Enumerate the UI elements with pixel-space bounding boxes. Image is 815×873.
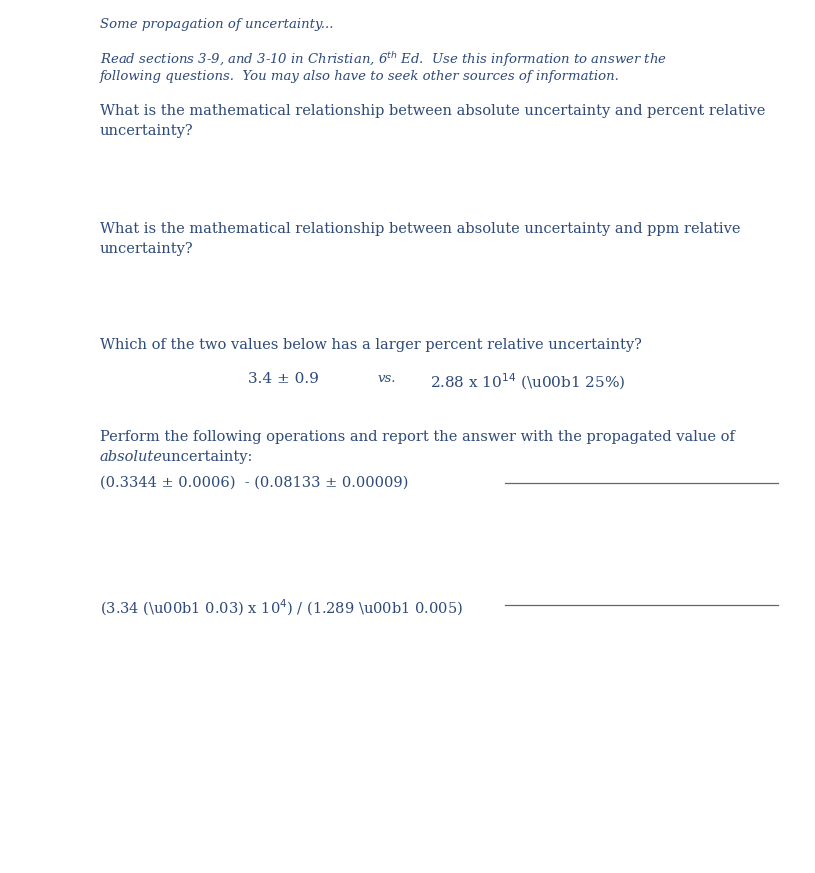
Text: What is the mathematical relationship between absolute uncertainty and ppm relat: What is the mathematical relationship be…	[100, 222, 741, 236]
Text: 2.88 x 10$^{14}$ (\u00b1 25%): 2.88 x 10$^{14}$ (\u00b1 25%)	[430, 372, 625, 392]
Text: uncertainty?: uncertainty?	[100, 124, 194, 138]
Text: (0.3344 ± 0.0006)  - (0.08133 ± 0.00009): (0.3344 ± 0.0006) - (0.08133 ± 0.00009)	[100, 476, 408, 490]
Text: uncertainty?: uncertainty?	[100, 242, 194, 256]
Text: vs.: vs.	[378, 372, 397, 385]
Text: following questions.  You may also have to seek other sources of information.: following questions. You may also have t…	[100, 70, 620, 83]
Text: Which of the two values below has a larger percent relative uncertainty?: Which of the two values below has a larg…	[100, 338, 642, 352]
Text: Read sections 3-9, and 3-10 in Christian, 6$^{th}$ Ed.  Use this information to : Read sections 3-9, and 3-10 in Christian…	[100, 50, 667, 69]
Text: absolute: absolute	[100, 450, 163, 464]
Text: What is the mathematical relationship between absolute uncertainty and percent r: What is the mathematical relationship be…	[100, 104, 765, 118]
Text: Some propagation of uncertainty...: Some propagation of uncertainty...	[100, 18, 333, 31]
Text: 3.4 ± 0.9: 3.4 ± 0.9	[248, 372, 319, 386]
Text: Perform the following operations and report the answer with the propagated value: Perform the following operations and rep…	[100, 430, 735, 444]
Text: (3.34 (\u00b1 0.03) x 10$^{4}$) / (1.289 \u00b1 0.005): (3.34 (\u00b1 0.03) x 10$^{4}$) / (1.289…	[100, 598, 463, 618]
Text: uncertainty:: uncertainty:	[157, 450, 253, 464]
